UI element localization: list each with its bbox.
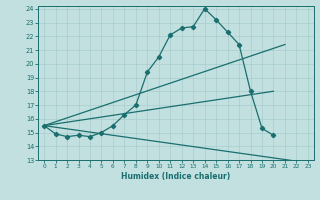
X-axis label: Humidex (Indice chaleur): Humidex (Indice chaleur) [121,172,231,181]
